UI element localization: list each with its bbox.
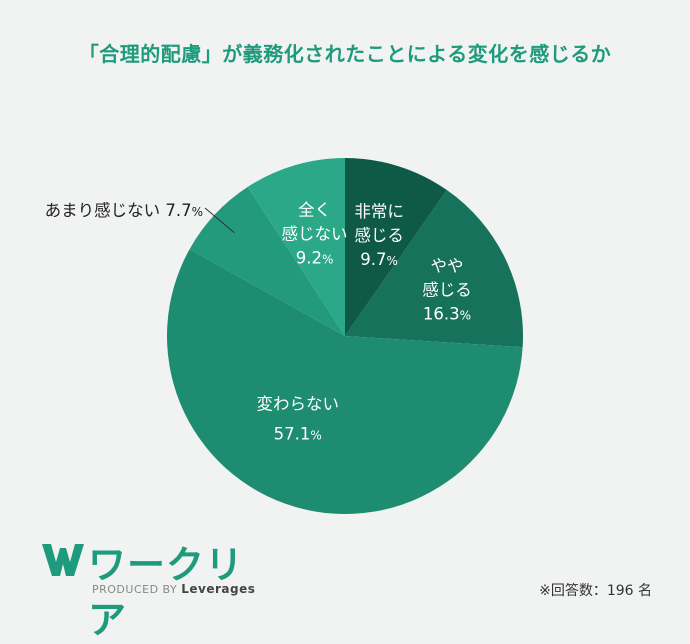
slice-value: 9.2% — [296, 249, 334, 268]
slice-label: 感じない — [282, 225, 348, 244]
pie-slice — [189, 186, 345, 336]
logo: ワークリア PRODUCED BY Leverages — [40, 540, 260, 642]
logo-produced-by: PRODUCED BY Leverages — [92, 582, 255, 596]
slice-label: 非常に — [354, 202, 404, 221]
pie-slice — [167, 249, 523, 514]
slice-value: 16.3% — [423, 304, 471, 323]
brand-name: Leverages — [181, 582, 256, 596]
slice-label: やや — [430, 256, 463, 275]
slice-value: 9.7% — [360, 250, 398, 269]
logo-w-icon — [42, 544, 84, 576]
chart-title: 「合理的配慮」が義務化されたことによる変化を感じるか — [78, 42, 612, 66]
slice-label-outside: あまり感じない 7.7% — [45, 201, 203, 220]
slice-label: 変わらない — [256, 395, 339, 414]
slice-label: 感じる — [422, 280, 472, 299]
slice-value: 57.1% — [274, 425, 322, 444]
leader-line — [204, 207, 235, 234]
produced-by-text: PRODUCED BY — [92, 583, 178, 596]
pie-slice — [345, 158, 447, 336]
pie-slice — [345, 190, 523, 348]
pie-slice — [247, 158, 345, 336]
slice-label: 感じる — [354, 226, 404, 245]
slice-label: 全く — [298, 201, 331, 220]
response-count-note: ※回答数：196 名 — [539, 583, 652, 599]
